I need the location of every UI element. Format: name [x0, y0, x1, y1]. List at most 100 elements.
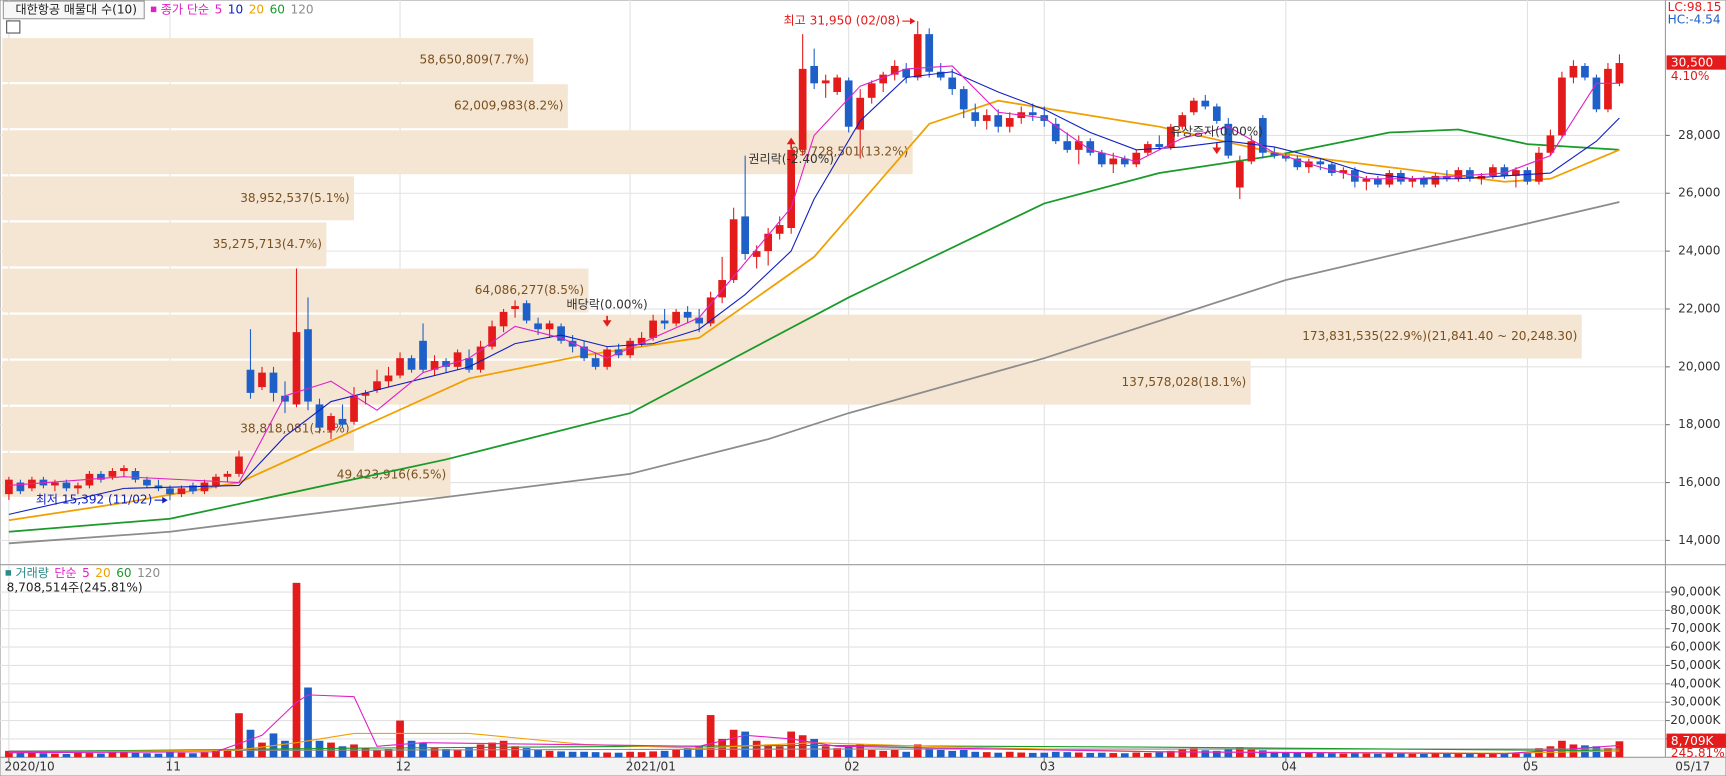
volume-bar — [1500, 753, 1509, 758]
volume-bar — [143, 753, 151, 758]
candle-body — [810, 65, 819, 84]
candle-body — [419, 340, 427, 370]
event-marker — [602, 320, 612, 327]
volume-bar — [74, 752, 82, 758]
candle-body — [511, 306, 519, 309]
candle-body — [695, 317, 703, 324]
candle-body — [177, 488, 186, 495]
volume-profile-label: 137,578,028(18.1%) — [1121, 375, 1246, 389]
volume-bar — [568, 751, 577, 758]
volume-bar — [741, 731, 750, 758]
volume-bar — [338, 746, 347, 758]
volume-bar — [959, 749, 968, 758]
candle-body — [948, 77, 957, 90]
candle-body — [982, 115, 991, 121]
candle-body — [568, 340, 577, 347]
candle-body — [488, 326, 496, 347]
x-tick-label: 11 — [166, 760, 181, 774]
candle-body — [1581, 65, 1589, 78]
panel-title: 대한항공 매물대 수(10) — [15, 2, 137, 16]
volume-profile-bar — [2, 268, 589, 313]
candle-body — [1443, 175, 1451, 179]
volume-bar — [833, 748, 842, 758]
volume-bar — [1304, 752, 1313, 758]
candle-body — [1362, 178, 1371, 182]
volume-bar — [1604, 748, 1612, 758]
candle-body — [235, 456, 243, 474]
candle-body — [614, 349, 623, 356]
candle-body — [51, 482, 59, 486]
candle-body — [292, 332, 301, 405]
volume-bar — [292, 582, 301, 758]
candle-body — [1086, 141, 1095, 153]
x-tick-label: 2020/10 — [4, 760, 54, 774]
volume-bar — [1212, 750, 1221, 758]
volume-bar — [591, 752, 600, 758]
candle-body — [672, 311, 680, 324]
volume-bar — [1443, 753, 1451, 758]
legend-label: 종가 단순 — [161, 2, 209, 16]
candle-body — [856, 97, 865, 130]
candle-body — [442, 361, 450, 367]
volume-bar — [1477, 753, 1486, 758]
volume-bar — [660, 750, 669, 758]
volume-bar — [1420, 753, 1428, 758]
volume-bar — [1201, 750, 1210, 758]
candle-body — [1120, 158, 1129, 165]
y-tick-label: 26,000 — [1678, 186, 1720, 200]
candle-body — [557, 326, 565, 341]
volume-bar — [1074, 752, 1083, 758]
y-tick-label: 16,000 — [1678, 475, 1720, 489]
volume-profile-label: 58,650,809(7.7%) — [420, 53, 529, 67]
candle-body — [62, 482, 71, 489]
volume-profile-bar — [2, 38, 534, 83]
candle-body — [258, 372, 266, 388]
volume-bar — [1028, 752, 1037, 758]
volume-bar — [1097, 752, 1106, 758]
candle-body — [1512, 170, 1520, 176]
event-label: 유상증자(0.00%) — [1171, 125, 1263, 139]
volume-bar — [189, 753, 197, 758]
volume-bar — [856, 744, 865, 758]
candle-body — [97, 473, 105, 480]
event-marker — [786, 137, 796, 145]
candle-body — [1235, 161, 1244, 188]
ma-line — [8, 744, 1620, 753]
volume-bar — [499, 740, 508, 758]
legend-entry: 10 — [228, 2, 243, 16]
candle-body — [143, 479, 151, 486]
volume-bar — [729, 729, 738, 758]
volume-bar — [120, 752, 128, 758]
volume-bar — [706, 715, 715, 758]
volume-bar — [764, 744, 773, 758]
legend-entry: 5 — [82, 566, 90, 580]
y-tick-label: 20,000K — [1670, 713, 1721, 727]
volume-bar — [235, 713, 243, 758]
volume-bar — [522, 748, 531, 758]
candle-body — [1051, 123, 1060, 142]
volume-profile-label: 64,086,277(8.5%) — [475, 283, 584, 297]
candle-body — [304, 329, 312, 402]
volume-bar — [1086, 752, 1095, 758]
candle-body — [1592, 77, 1601, 110]
volume-bar — [373, 749, 381, 758]
volume-bar — [1178, 749, 1187, 758]
x-tick-label: 12 — [396, 760, 411, 774]
candle-body — [1258, 118, 1267, 153]
candle-body — [16, 482, 25, 492]
volume-bar — [545, 750, 554, 758]
candle-body — [1063, 141, 1072, 150]
volume-profile-label: 173,831,535(22.9%)(21,841.40 ~ 20,248.30… — [1302, 329, 1577, 343]
candle-body — [683, 311, 692, 318]
candle-body — [925, 34, 934, 72]
candle-body — [1558, 77, 1566, 136]
candle-body — [1615, 63, 1624, 84]
candle-body — [902, 68, 911, 78]
candle-body — [764, 233, 773, 252]
y-tick-label: 90,000K — [1670, 585, 1721, 599]
volume-bar — [430, 748, 439, 758]
volume-bar — [1339, 753, 1348, 758]
volume-bar — [1408, 753, 1417, 758]
legend-entry: 60 — [270, 2, 285, 16]
candle-body — [1339, 170, 1348, 174]
